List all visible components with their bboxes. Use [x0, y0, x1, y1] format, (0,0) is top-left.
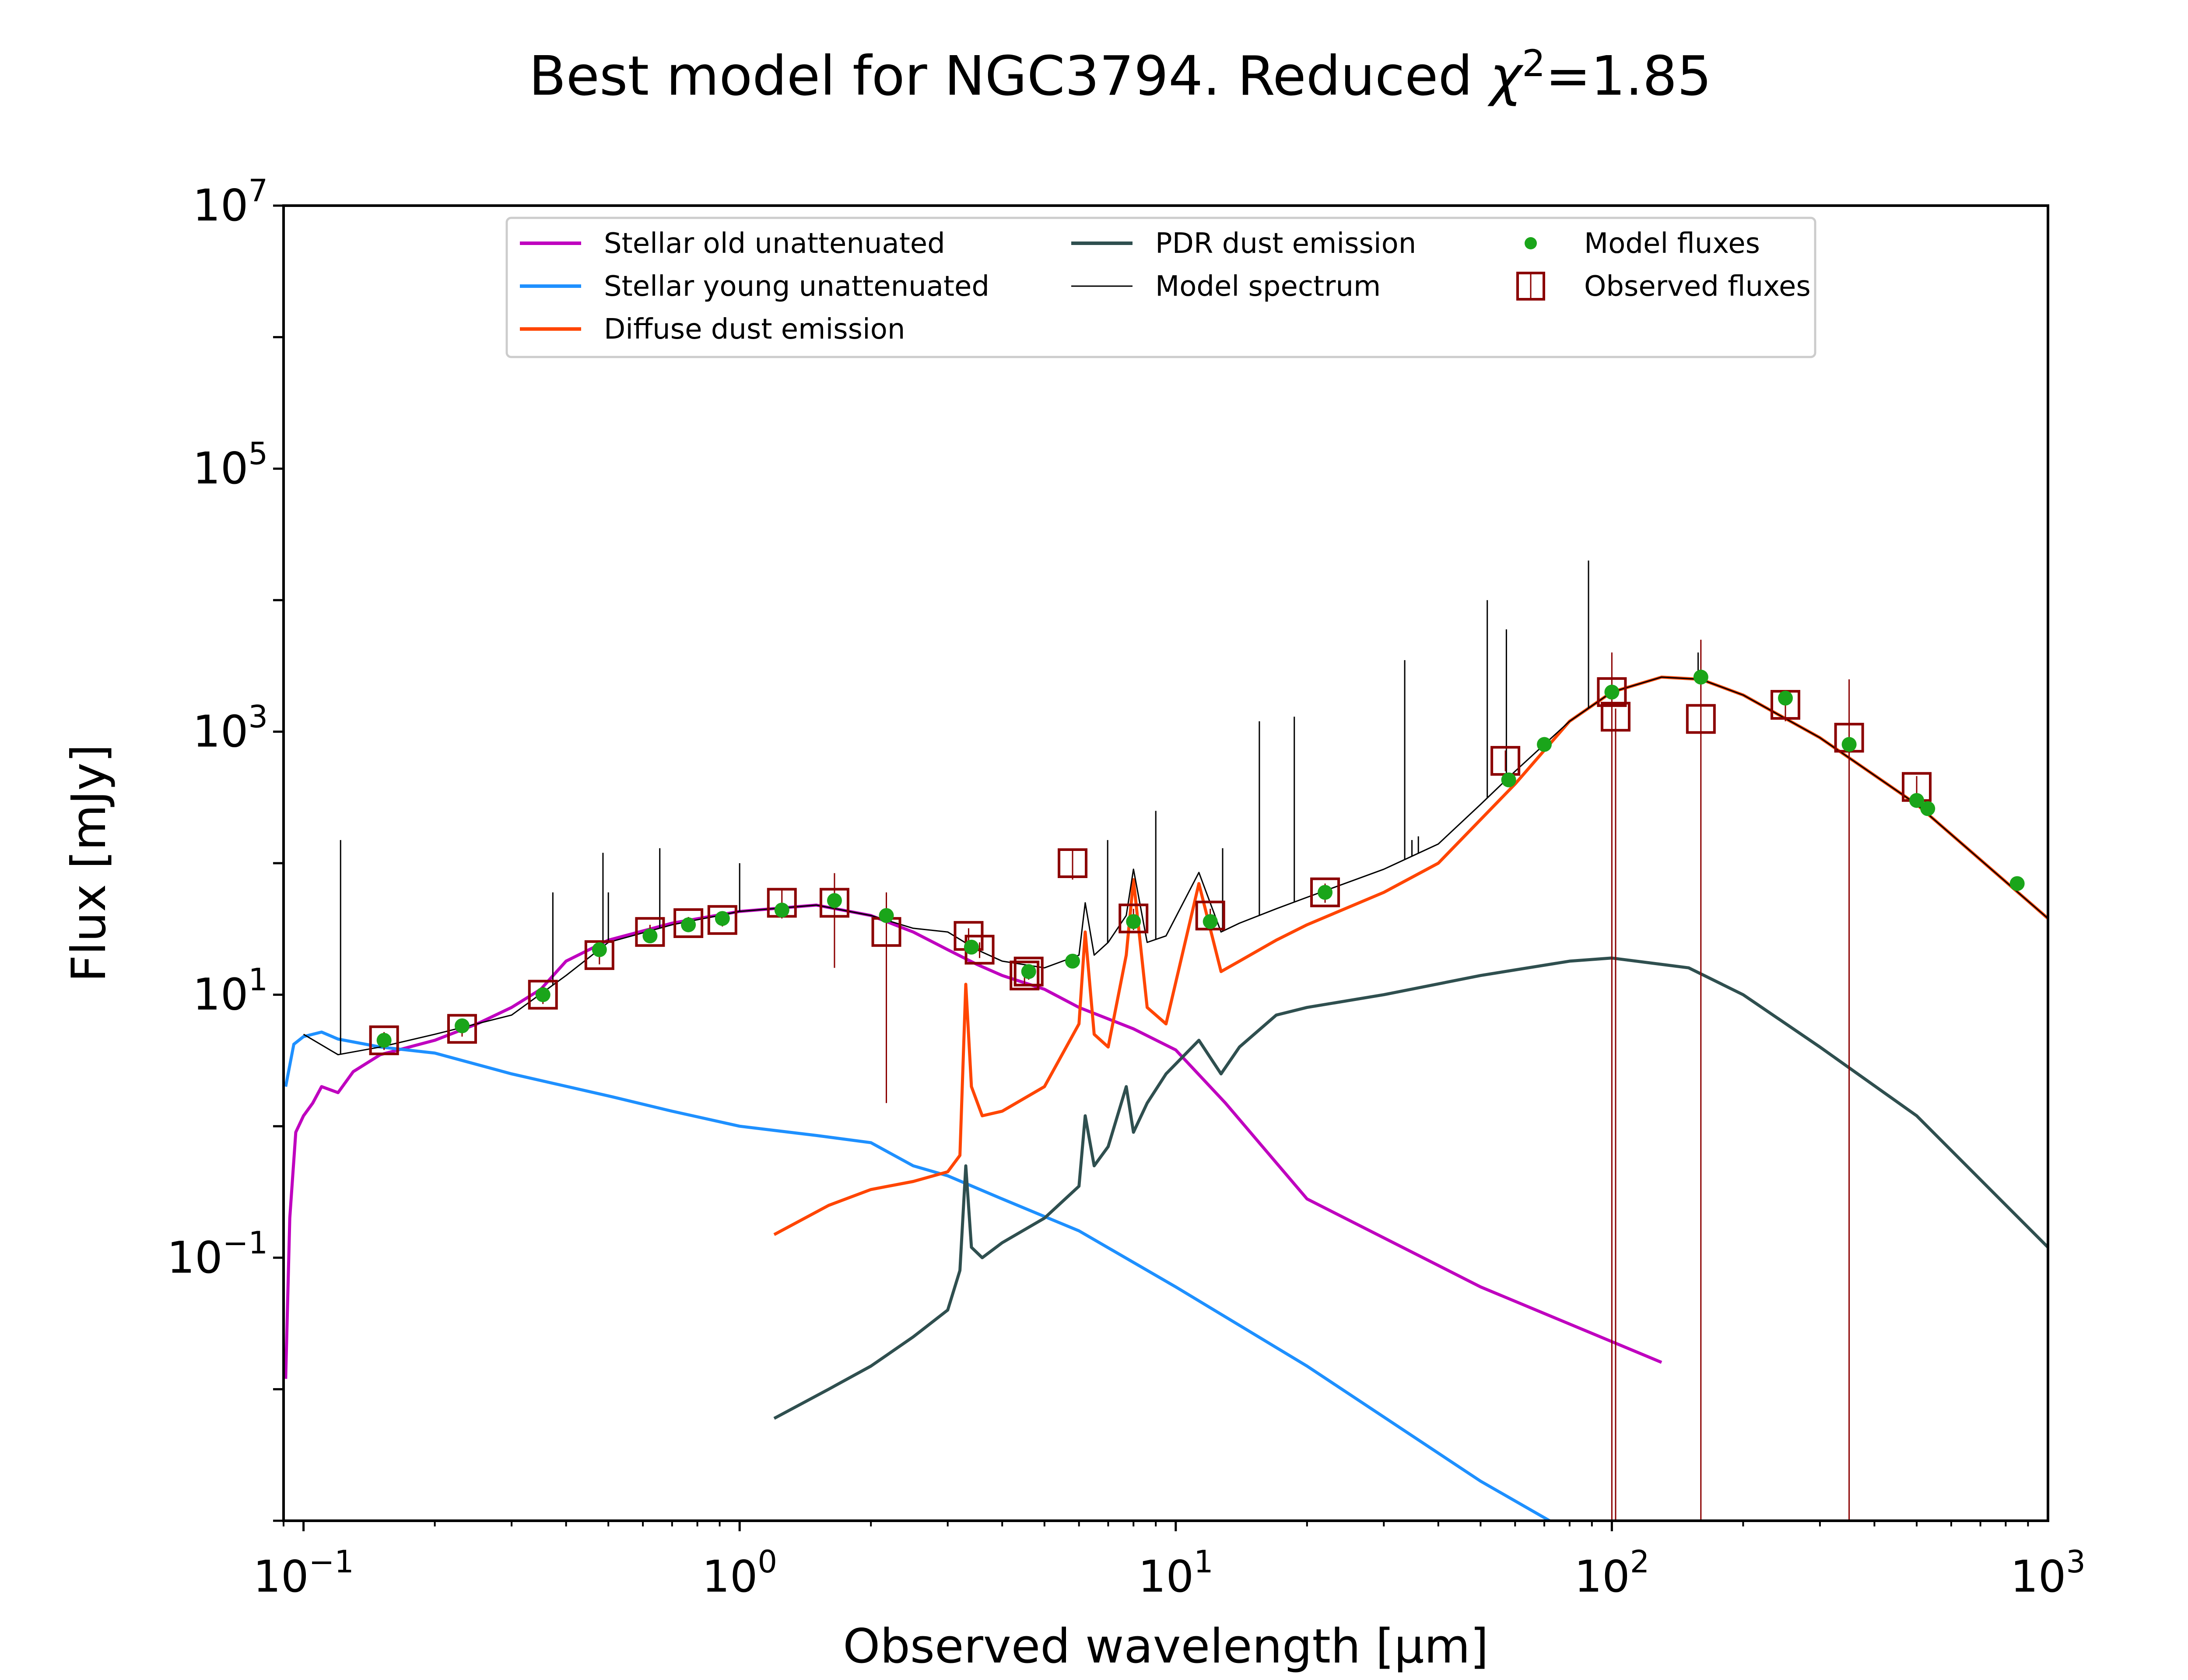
model-flux-point	[1693, 669, 1708, 685]
y-axis-label: Flux [mJy]	[62, 744, 116, 982]
chart-title-chi: χ	[1490, 45, 1522, 108]
legend-label: Diffuse dust emission	[604, 313, 905, 346]
x-axis-label: Observed wavelength [μm]	[843, 1619, 1489, 1674]
model-flux-point	[642, 928, 658, 944]
model-flux-point	[1065, 953, 1080, 969]
y-tick-label: 107	[193, 173, 268, 231]
y-tick-label: 105	[193, 436, 268, 494]
observed-flux-marker	[1013, 956, 1044, 987]
model-flux-point	[774, 903, 789, 918]
chart-title-text: Best model for NGC3794. Reduced	[529, 45, 1490, 108]
legend-label: Stellar old unattenuated	[604, 228, 945, 260]
model-flux-point	[827, 893, 842, 908]
tick-layer: 10−1 100 101 102 103 10−1 101 103 105 107	[167, 173, 2086, 1602]
model-flux-point	[376, 1032, 392, 1048]
x-tick-label: 10−1	[253, 1544, 354, 1602]
plot-frame	[282, 204, 2049, 1522]
observed-flux-marker	[1686, 704, 1716, 734]
series-line-pdr-dust-emission	[773, 956, 2048, 1420]
model-flux-point	[1501, 772, 1516, 788]
legend-label: Model spectrum	[1155, 270, 1381, 303]
legend-label: Observed fluxes	[1584, 270, 1811, 303]
observed-flux-marker	[1597, 677, 1627, 707]
model-flux-point	[1021, 964, 1036, 979]
observed-flux-marker	[528, 980, 558, 1010]
model-flux-point	[454, 1018, 470, 1033]
model-flux-point	[1778, 690, 1793, 706]
observed-flux-marker	[447, 1014, 477, 1044]
model-flux-point	[715, 911, 730, 926]
series-line-stellar-old-unattenuated	[284, 903, 1662, 1379]
legend: Stellar old unattenuated Stellar young un…	[505, 217, 1816, 358]
chart-title: Best model for NGC3794. Reduced χ2=1.85	[0, 31, 2188, 109]
legend-label: PDR dust emission	[1155, 228, 1416, 260]
series-line-model-spectrum	[303, 676, 2048, 1056]
x-tick-label: 100	[702, 1544, 777, 1602]
observed-flux-marker	[1600, 702, 1630, 732]
observed-flux-marker	[635, 917, 665, 947]
model-flux-point	[879, 908, 894, 923]
model-flux-point	[1604, 684, 1620, 700]
observed-flux-marker	[1195, 900, 1225, 931]
x-tick-label: 103	[2010, 1544, 2086, 1602]
x-tick-label: 101	[1138, 1544, 1213, 1602]
observed-flux-marker	[707, 905, 737, 935]
model-flux-point	[2009, 876, 2025, 891]
model-flux-point	[1920, 801, 1936, 816]
observed-flux-marker	[1010, 960, 1040, 990]
legend-box	[505, 217, 1816, 358]
observed-flux-marker	[1058, 848, 1088, 878]
marker-layer	[369, 640, 2025, 1521]
model-flux-point	[1537, 737, 1552, 752]
model-flux-point	[681, 917, 696, 932]
y-tick-label: 103	[193, 699, 268, 757]
model-flux-point	[964, 939, 979, 955]
observed-flux-marker	[819, 888, 849, 918]
observed-flux-marker	[584, 940, 614, 970]
chart-title-exponent: 2	[1522, 42, 1546, 85]
model-flux-point	[592, 942, 607, 957]
series-layer	[284, 560, 2048, 1521]
model-flux-point	[1909, 793, 1924, 808]
y-tick-label: 101	[193, 962, 268, 1020]
legend-label: Stellar young unattenuated	[604, 270, 989, 303]
model-flux-point	[1126, 914, 1141, 929]
y-tick-label: 10−1	[167, 1225, 268, 1283]
model-flux-point	[1318, 885, 1333, 900]
model-flux-point	[1203, 914, 1218, 929]
model-flux-point	[535, 987, 551, 1002]
chart-title-value: =1.85	[1545, 45, 1712, 108]
series-line-stellar-young-unattenuated	[284, 1030, 1550, 1521]
x-tick-label: 102	[1574, 1544, 1650, 1602]
observed-flux-marker	[673, 908, 704, 938]
observed-flux-marker	[1310, 877, 1340, 907]
legend-swatch	[1525, 237, 1537, 249]
observed-flux-marker	[1119, 903, 1149, 934]
legend-label: Model fluxes	[1584, 228, 1760, 260]
observed-flux-marker	[369, 1025, 399, 1055]
model-flux-point	[1841, 737, 1857, 752]
